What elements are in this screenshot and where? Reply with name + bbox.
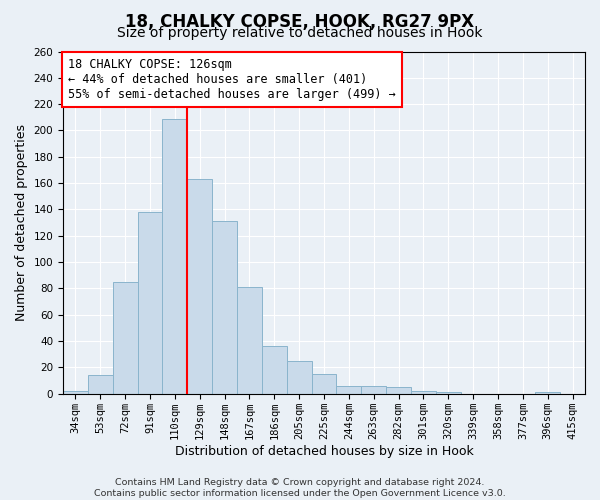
Y-axis label: Number of detached properties: Number of detached properties xyxy=(15,124,28,321)
Bar xyxy=(137,212,163,394)
Bar xyxy=(361,386,386,394)
Bar xyxy=(386,387,411,394)
Bar xyxy=(436,392,461,394)
Bar xyxy=(262,346,287,394)
Bar xyxy=(287,361,311,394)
X-axis label: Distribution of detached houses by size in Hook: Distribution of detached houses by size … xyxy=(175,444,473,458)
Text: Size of property relative to detached houses in Hook: Size of property relative to detached ho… xyxy=(117,26,483,40)
Bar xyxy=(113,282,137,394)
Bar xyxy=(311,374,337,394)
Bar xyxy=(63,391,88,394)
Bar xyxy=(163,118,187,394)
Bar xyxy=(337,386,361,394)
Bar xyxy=(212,222,237,394)
Bar xyxy=(187,179,212,394)
Text: Contains HM Land Registry data © Crown copyright and database right 2024.
Contai: Contains HM Land Registry data © Crown c… xyxy=(94,478,506,498)
Bar xyxy=(88,376,113,394)
Text: 18, CHALKY COPSE, HOOK, RG27 9PX: 18, CHALKY COPSE, HOOK, RG27 9PX xyxy=(125,12,475,30)
Bar xyxy=(535,392,560,394)
Bar xyxy=(411,391,436,394)
Bar xyxy=(237,287,262,394)
Text: 18 CHALKY COPSE: 126sqm
← 44% of detached houses are smaller (401)
55% of semi-d: 18 CHALKY COPSE: 126sqm ← 44% of detache… xyxy=(68,58,396,102)
